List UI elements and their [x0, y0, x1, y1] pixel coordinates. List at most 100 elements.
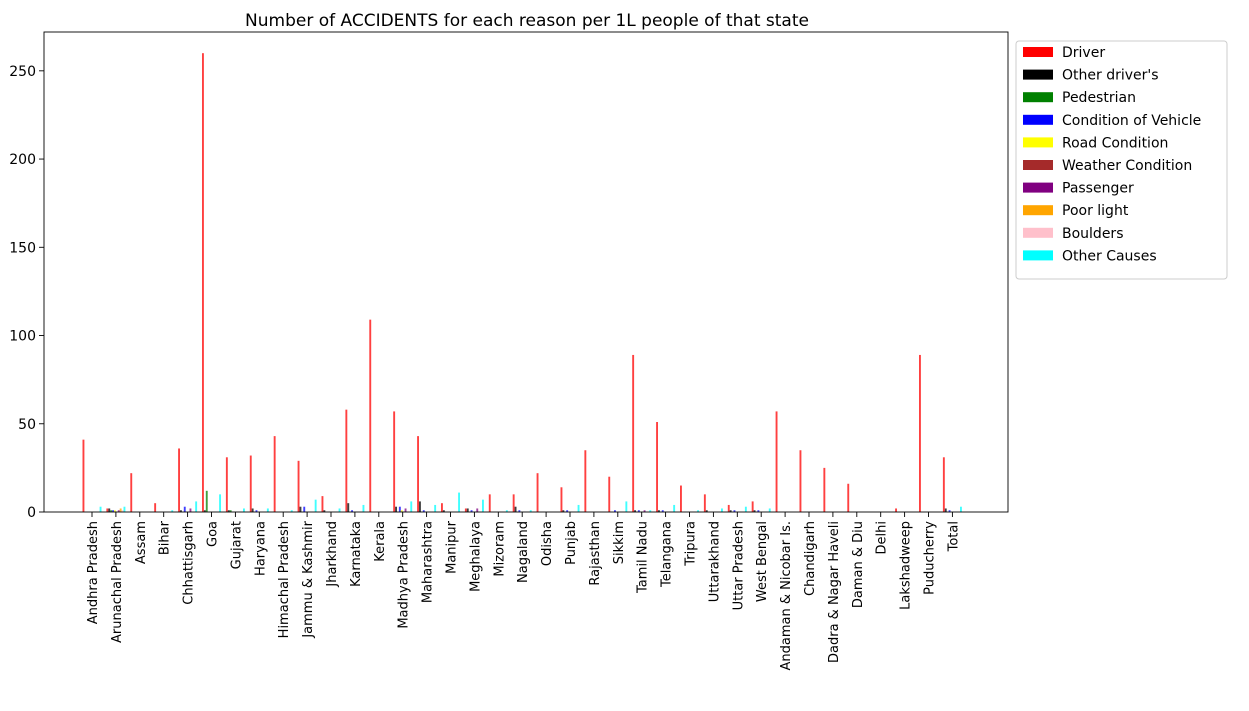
series-driver [82, 53, 945, 513]
bar [464, 508, 467, 512]
bar [290, 510, 293, 512]
bar [505, 510, 508, 512]
bar [566, 510, 569, 512]
bar [482, 499, 484, 512]
bar [178, 448, 180, 512]
x-tick-label: Maharashtra [421, 521, 436, 603]
bar [697, 510, 699, 512]
bar [727, 504, 730, 512]
x-tick-label: Sikkim [612, 521, 627, 564]
legend-swatch [1023, 182, 1053, 193]
bar [400, 510, 403, 512]
x-tick-label: Andaman & Nicobar Is. [779, 521, 794, 671]
bar [733, 510, 736, 512]
y-tick-label: 50 [18, 417, 36, 433]
bar [273, 436, 276, 512]
bar [395, 506, 397, 512]
bar [823, 467, 826, 512]
x-tick-label: Kerala [373, 521, 388, 562]
bar [799, 450, 802, 512]
x-tick-label: Karnataka [349, 521, 364, 587]
bar [614, 510, 616, 512]
bar [121, 510, 124, 512]
y-tick-label: 0 [27, 505, 36, 521]
bar [108, 508, 111, 512]
x-tick-label: West Bengal [755, 521, 770, 602]
bar [117, 510, 120, 512]
bar [422, 510, 425, 512]
x-tick-label: Mizoram [492, 521, 507, 577]
bar [656, 422, 658, 512]
bar [721, 508, 723, 512]
bar [417, 436, 419, 512]
bar [536, 473, 539, 512]
bar [345, 409, 348, 512]
x-tick-label: Nagaland [516, 521, 531, 583]
bar [705, 510, 708, 512]
legend-swatch [1023, 250, 1053, 261]
legend-swatch [1023, 160, 1053, 170]
legend-swatch [1023, 69, 1053, 80]
chart-title: Number of ACCIDENTS for each reason per … [245, 11, 809, 31]
bar [753, 510, 756, 512]
bar [470, 510, 473, 512]
bar [303, 506, 306, 512]
bar [251, 508, 254, 512]
x-tick-label: Tamil Nadu [636, 521, 651, 594]
bar [266, 508, 269, 512]
bar [577, 504, 580, 512]
bar [948, 510, 951, 512]
bar [441, 503, 443, 512]
bar [225, 457, 228, 512]
bar [757, 510, 760, 512]
series-boulders [121, 510, 124, 512]
series-other-causes [99, 492, 962, 512]
x-tick-label: Uttarakhand [707, 521, 722, 602]
x-tick-label: Gujarat [229, 521, 244, 569]
bar [673, 504, 676, 512]
bar [942, 457, 945, 512]
bar [488, 494, 491, 512]
y-tick-label: 150 [9, 240, 36, 256]
bar [154, 503, 157, 512]
bar [703, 494, 706, 512]
bar [661, 510, 664, 512]
series-other-driver-s [108, 501, 947, 512]
x-tick-label: Himachal Pradesh [277, 521, 292, 638]
bar [560, 487, 563, 512]
bar [227, 510, 230, 512]
bar [369, 319, 372, 512]
x-tick-label: Punjab [564, 521, 579, 565]
bar [512, 494, 515, 512]
bar [123, 506, 126, 512]
x-tick-label: Bihar [158, 520, 173, 555]
bar [314, 499, 317, 512]
bar [625, 501, 628, 512]
x-tick-label: Odisha [540, 521, 555, 566]
bar [960, 506, 962, 512]
x-tick-label: Assam [134, 521, 149, 564]
x-tick-label: Delhi [875, 521, 890, 554]
bar [183, 506, 186, 512]
bar [768, 508, 771, 512]
series-passenger [117, 508, 646, 512]
bar [458, 492, 460, 512]
bars-layer [82, 53, 962, 513]
legend: Driver Other driver's Pedestrian Condition … [1015, 40, 1228, 280]
bar [637, 510, 640, 512]
bar [476, 508, 479, 512]
x-tick-label: Total [946, 521, 961, 552]
bar [514, 506, 517, 512]
bar [608, 476, 611, 512]
legend-label: Passenger [1062, 181, 1134, 197]
bar [171, 510, 174, 512]
x-tick-label: Meghalaya [468, 521, 483, 592]
bar [434, 504, 437, 512]
bar [744, 506, 747, 512]
bar [189, 508, 192, 512]
series-condition-of-vehicle [112, 506, 951, 512]
legend-swatch [1023, 114, 1053, 125]
bar [895, 508, 897, 512]
legend-label: Other Causes [1062, 248, 1157, 264]
